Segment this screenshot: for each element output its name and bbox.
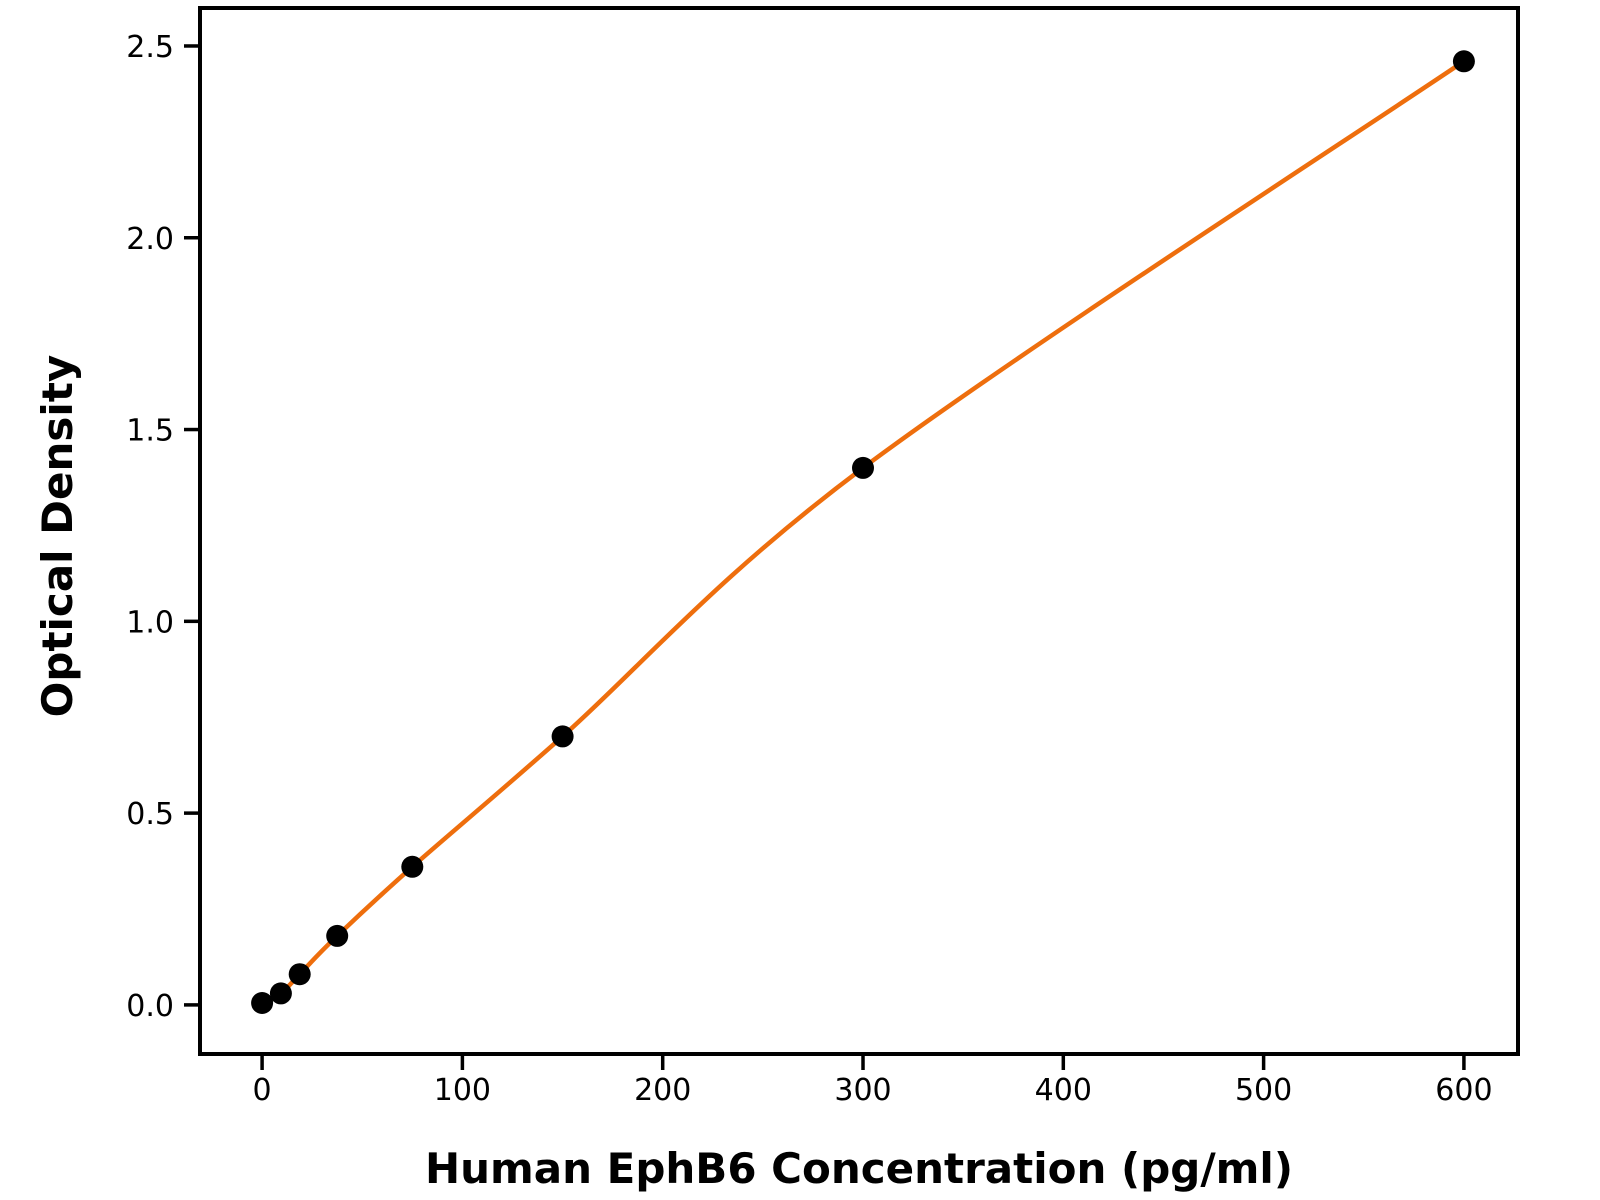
x-tick-label: 200 bbox=[634, 1073, 691, 1108]
x-tick-label: 500 bbox=[1235, 1073, 1292, 1108]
x-axis-title: Human EphB6 Concentration (pg/ml) bbox=[424, 1144, 1294, 1193]
x-tick-label: 600 bbox=[1435, 1073, 1492, 1108]
plot-border bbox=[198, 6, 1520, 1056]
y-tick-label: 0.0 bbox=[126, 989, 174, 1024]
y-tick-label: 2.5 bbox=[126, 30, 174, 65]
x-tick-label: 100 bbox=[434, 1073, 491, 1108]
data-point-marker bbox=[401, 855, 424, 878]
y-tick-label: 1.0 bbox=[126, 605, 174, 640]
x-tick-label: 400 bbox=[1035, 1073, 1092, 1108]
data-point-marker bbox=[852, 456, 874, 479]
x-tick-label: 0 bbox=[253, 1073, 272, 1108]
data-point-marker bbox=[269, 982, 292, 1005]
data-point-marker bbox=[326, 924, 349, 947]
data-point-marker bbox=[251, 992, 274, 1014]
y-axis-title: Optical Density bbox=[33, 354, 82, 718]
y-tick-label: 0.5 bbox=[126, 797, 174, 832]
y-tick-label: 1.5 bbox=[126, 414, 174, 449]
data-point-marker bbox=[288, 963, 311, 986]
data-point-marker bbox=[551, 725, 574, 748]
standard-curve-line bbox=[259, 59, 1467, 1006]
x-tick-label: 300 bbox=[834, 1073, 891, 1108]
y-tick-label: 2.0 bbox=[126, 222, 174, 257]
data-point-marker bbox=[1452, 50, 1475, 73]
